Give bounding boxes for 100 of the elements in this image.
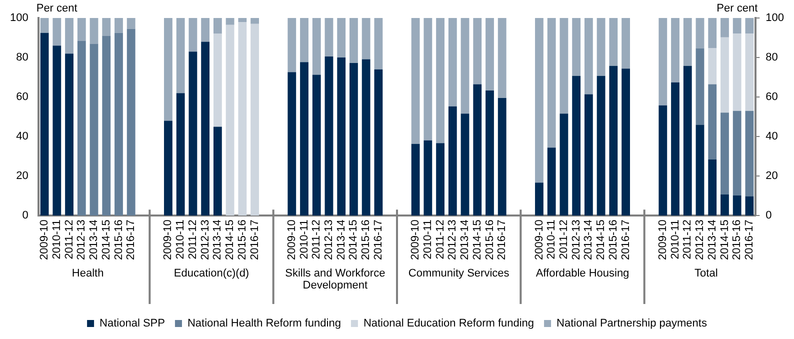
y-axis-title: Per cent [36, 2, 78, 15]
bar [164, 18, 172, 121]
x-tick-label: 2015-16 [484, 220, 496, 260]
x-tick-label: 2014-15 [471, 220, 484, 260]
x-tick-label: 2014-15 [100, 220, 112, 260]
bar [560, 18, 568, 114]
x-tick-label: 2016-17 [372, 220, 384, 260]
x-tick-label: 2014-15 [718, 220, 731, 260]
bar [65, 18, 74, 54]
text: Affordable Housing [536, 268, 630, 280]
bar [188, 52, 198, 216]
bar [547, 148, 556, 216]
legend-label: National Education Reform funding [363, 318, 534, 330]
bar [708, 160, 717, 216]
bar [324, 18, 334, 57]
bar [250, 18, 259, 24]
x-tick-label: 2015-16 [112, 220, 125, 260]
bar [535, 18, 544, 183]
x-tick-label: 2016-17 [620, 220, 632, 260]
bar [238, 22, 247, 216]
x-tick-label: 2009-10 [38, 220, 51, 260]
bar [572, 76, 581, 216]
legend-label: National Partnership payments [556, 318, 708, 330]
bar [312, 74, 321, 216]
x-tick-label: 2009-10 [286, 220, 298, 260]
bar [90, 44, 98, 216]
x-tick-label: 2010-11 [298, 220, 310, 260]
x-tick-label: 2013-14 [212, 220, 224, 260]
bar [448, 106, 457, 216]
x-tick-label: 2009-10 [410, 220, 422, 260]
bar [683, 18, 692, 66]
bar [65, 54, 74, 216]
bar [424, 18, 432, 140]
bar [436, 143, 444, 216]
bar [126, 18, 136, 29]
bar [114, 32, 123, 216]
bar [164, 120, 172, 216]
bar [114, 18, 123, 33]
x-tick-label: 2010-11 [50, 220, 63, 260]
bar [238, 18, 247, 22]
bar [720, 112, 729, 194]
bar [362, 59, 370, 216]
x-tick-label: 2016-17 [248, 220, 261, 260]
x-tick-label: 2012-13 [446, 220, 459, 260]
bar [362, 18, 370, 60]
y-tick-label: 60 [16, 91, 28, 104]
bar [547, 18, 556, 148]
y2-tick-label: 20 [766, 170, 778, 182]
x-tick-label: 2012-13 [76, 220, 88, 260]
bar [460, 18, 470, 114]
y-tick-label: 0 [22, 210, 28, 222]
bar [732, 110, 742, 196]
bar [288, 72, 296, 216]
bar [535, 182, 544, 216]
legend-label: National Health Reform funding [187, 318, 341, 330]
bar [658, 105, 668, 216]
bar [424, 140, 432, 216]
bar [584, 18, 593, 94]
bar [312, 18, 321, 75]
bar [473, 18, 482, 84]
x-tick-label: 2013-14 [335, 220, 348, 260]
bar [572, 18, 581, 76]
bar [300, 18, 308, 62]
bar [732, 18, 742, 34]
bar [460, 114, 470, 216]
bar [52, 46, 62, 216]
bar [213, 126, 222, 216]
x-tick-label: 2010-11 [669, 220, 682, 260]
bar [226, 24, 234, 216]
legend-label: National SPP [100, 318, 165, 330]
x-tick-label: 2013-14 [459, 220, 472, 260]
x-tick-label: 2014-15 [595, 220, 608, 260]
bar [176, 18, 185, 94]
x-tick-label: 2013-14 [582, 220, 595, 260]
x-tick-label: 2011-12 [310, 220, 323, 260]
bar [448, 18, 457, 106]
x-tick-label: 2010-11 [422, 220, 434, 260]
x-tick-label: 2016-17 [496, 220, 508, 260]
bar [126, 28, 136, 216]
bar [213, 34, 222, 127]
bar [350, 18, 358, 64]
bar [609, 66, 618, 216]
bar [708, 48, 717, 84]
bar [324, 56, 334, 216]
x-tick-label: 2015-16 [236, 220, 248, 260]
x-tick-label: 2015-16 [731, 220, 744, 260]
bar [720, 194, 729, 216]
y2-axis-title: Per cent [716, 2, 758, 15]
y-tick-label: 40 [16, 130, 28, 143]
bar [226, 18, 234, 25]
bar [622, 68, 630, 216]
bar [622, 18, 630, 69]
text: Total [694, 268, 718, 280]
y2-tick-label: 60 [766, 91, 778, 104]
bar [708, 18, 717, 48]
bar [745, 34, 754, 111]
bar [696, 18, 704, 48]
x-tick-label: 2015-16 [607, 220, 620, 260]
x-tick-label: 2013-14 [88, 220, 100, 260]
bar [176, 93, 185, 216]
